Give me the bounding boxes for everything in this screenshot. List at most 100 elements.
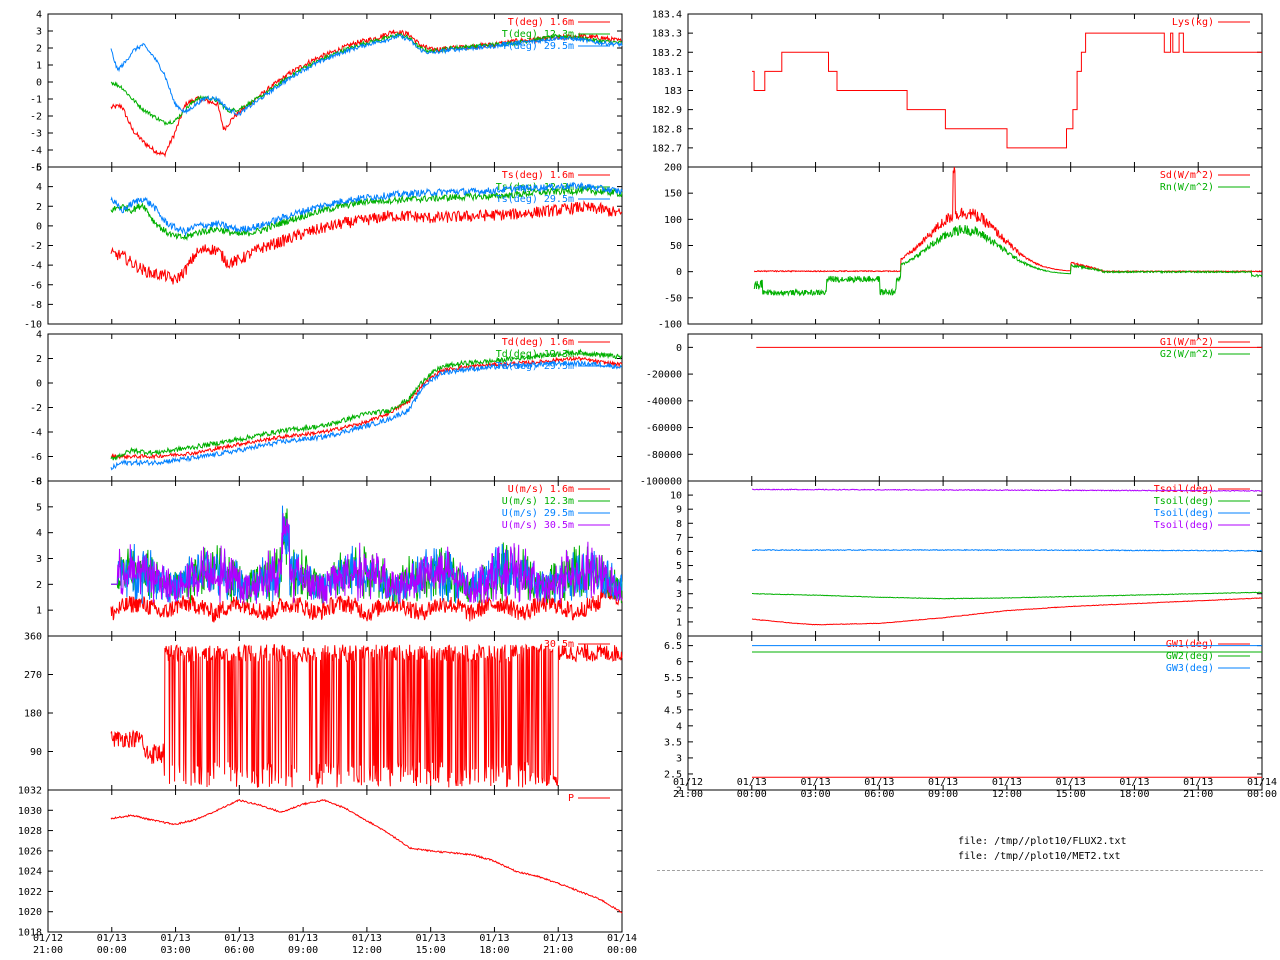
y-tick-label: 1030 [18, 806, 42, 817]
x-tick-label: 01/13 [801, 777, 831, 788]
x-tick-label: 21:00 [673, 789, 703, 800]
series-line [110, 355, 623, 461]
legend-label: Lys(kg) [1172, 17, 1214, 28]
y-tick-label: 10 [670, 491, 682, 502]
legend-label: GW2(deg) [1166, 651, 1214, 662]
x-tick-label: 21:00 [543, 945, 573, 956]
legend-label: Ts(deg) 29.5m [496, 194, 574, 205]
y-tick-label: 1032 [18, 786, 42, 797]
y-tick-label: 9 [676, 505, 682, 516]
y-tick-label: 6.5 [664, 641, 682, 652]
x-tick-label: 01/13 [352, 933, 382, 944]
y-tick-label: 5 [676, 561, 682, 572]
y-tick-label: -50 [664, 293, 682, 304]
legend-label: Td(deg) 1.6m [502, 337, 574, 348]
x-tick-label: 01/13 [1056, 777, 1086, 788]
y-tick-label: 183.1 [652, 67, 682, 78]
y-tick-label: -80000 [646, 450, 682, 461]
y-tick-label: -60000 [646, 423, 682, 434]
y-tick-label: 0 [36, 379, 42, 390]
legend-label: U(m/s) 12.3m [502, 496, 574, 507]
x-tick-label: 06:00 [864, 789, 894, 800]
y-tick-label: 1026 [18, 846, 42, 857]
y-tick-label: -6 [30, 452, 42, 463]
y-tick-label: 6 [676, 657, 682, 668]
y-tick-label: 5 [676, 689, 682, 700]
x-tick-label: 00:00 [1247, 789, 1277, 800]
y-tick-label: 360 [24, 632, 42, 643]
y-tick-label: -2 [30, 112, 42, 123]
y-tick-label: 183.3 [652, 29, 682, 40]
y-tick-label: 2 [676, 786, 682, 797]
y-tick-label: 1028 [18, 826, 42, 837]
y-tick-label: 4 [36, 10, 42, 21]
y-tick-label: 1 [36, 606, 42, 617]
y-tick-label: -2 [30, 403, 42, 414]
series-line [110, 33, 623, 117]
legend-label: Tsoil(deg) [1154, 496, 1214, 507]
x-tick-label: 01/13 [543, 933, 573, 944]
y-tick-label: 6 [36, 163, 42, 174]
x-tick-label: 01/13 [97, 933, 127, 944]
legend-label: T(deg) 12.3m [502, 29, 574, 40]
y-tick-label: 2 [36, 580, 42, 591]
y-tick-label: 7 [676, 533, 682, 544]
x-tick-label: 01/13 [479, 933, 509, 944]
legend-label: P [568, 793, 574, 804]
y-tick-label: -100 [658, 320, 682, 331]
legend-label: U(m/s) 1.6m [508, 484, 574, 495]
plot-frame [47, 789, 623, 933]
legend-label: T(deg) 29.5m [502, 41, 574, 52]
file-name: file: /tmp//plot10/MET2.txt [958, 851, 1121, 862]
series-line [111, 513, 623, 604]
x-tick-label: 15:00 [1056, 789, 1086, 800]
y-tick-label: 4 [36, 182, 42, 193]
y-tick-label: 1020 [18, 907, 42, 918]
y-tick-label: 183.2 [652, 48, 682, 59]
plot-frame [687, 13, 1263, 168]
y-tick-label: -20000 [646, 370, 682, 381]
series-line [110, 181, 623, 237]
y-tick-label: 8 [676, 519, 682, 530]
x-tick-label: 09:00 [928, 789, 958, 800]
y-tick-label: -5 [30, 163, 42, 174]
y-tick-label: 3 [676, 589, 682, 600]
series-line [110, 31, 623, 127]
file-name: file: /tmp//plot10/FLUX2.txt [958, 836, 1127, 847]
y-tick-label: -4 [30, 428, 42, 439]
y-tick-label: 90 [30, 747, 42, 758]
y-tick-label: 3 [36, 554, 42, 565]
y-tick-label: 3 [36, 27, 42, 38]
legend-label: GW3(deg) [1166, 663, 1214, 674]
y-tick-label: -4 [30, 146, 42, 157]
legend-label: Tsoil(deg) [1154, 520, 1214, 531]
x-tick-label: 01/13 [737, 777, 767, 788]
legend-label: Rn(W/m^2) [1160, 182, 1214, 193]
y-tick-label: 5 [36, 502, 42, 513]
y-tick-label: 183.4 [652, 10, 682, 21]
y-tick-label: 6 [676, 547, 682, 558]
series-line [752, 591, 1263, 600]
y-tick-label: 182.8 [652, 124, 682, 135]
legend-label: Tsoil(deg) [1154, 484, 1214, 495]
y-tick-label: 2 [676, 603, 682, 614]
x-tick-label: 06:00 [224, 945, 254, 956]
y-tick-label: -2 [30, 241, 42, 252]
x-tick-label: 00:00 [737, 789, 767, 800]
y-tick-label: 4 [36, 330, 42, 341]
y-tick-label: 180 [24, 709, 42, 720]
y-tick-label: 2 [36, 202, 42, 213]
legend-label: Td(deg) 29.5m [496, 361, 574, 372]
y-tick-label: -6 [30, 280, 42, 291]
x-tick-label: 12:00 [992, 789, 1022, 800]
legend-label: GW1(deg) [1166, 639, 1214, 650]
series-line [110, 359, 623, 471]
y-tick-label: 6 [36, 477, 42, 488]
series-line [110, 348, 623, 461]
y-tick-label: 1 [676, 617, 682, 628]
y-tick-label: 270 [24, 670, 42, 681]
legend-label: T(deg) 1.6m [508, 17, 574, 28]
y-tick-label: 0 [676, 632, 682, 643]
series-line [110, 199, 623, 285]
